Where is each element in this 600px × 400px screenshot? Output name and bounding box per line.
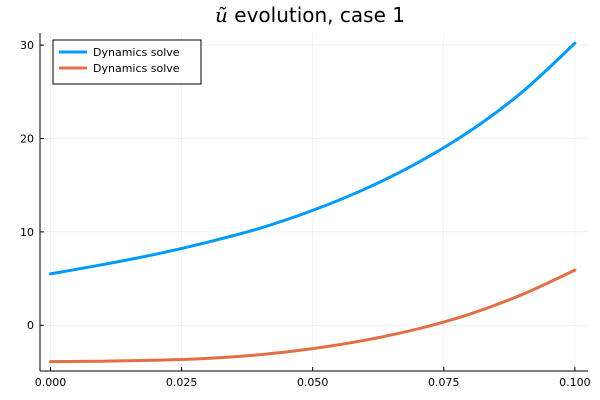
plot-series	[48, 41, 577, 364]
x-axis: 0.000 0.025 0.050 0.075 0.100	[35, 367, 591, 389]
y-axis: 0 10 20 30	[20, 39, 44, 332]
grid-lines	[40, 33, 588, 371]
chart-title: ũ evolution, case 1	[215, 3, 405, 27]
x-tick-label: 0.000	[35, 376, 67, 389]
axes-frame	[39, 33, 588, 372]
y-tick-label: 20	[20, 133, 34, 146]
series-line-2	[48, 268, 577, 364]
legend-box	[52, 39, 202, 85]
chart-title-text: evolution, case 1	[228, 3, 405, 27]
series-line-1	[48, 41, 577, 276]
x-tick-label: 0.025	[166, 376, 198, 389]
chart-title-symbol: ũ	[215, 3, 228, 27]
y-tick-label: 10	[20, 226, 34, 239]
legend: Dynamics solve Dynamics solve	[52, 39, 202, 85]
y-tick-label: 0	[27, 319, 34, 332]
legend-label-2: Dynamics solve	[93, 62, 180, 75]
y-tick-label: 30	[20, 39, 34, 52]
x-tick-label: 0.100	[559, 376, 591, 389]
x-tick-label: 0.075	[428, 376, 460, 389]
legend-label-1: Dynamics solve	[93, 46, 180, 59]
x-tick-label: 0.050	[297, 376, 329, 389]
